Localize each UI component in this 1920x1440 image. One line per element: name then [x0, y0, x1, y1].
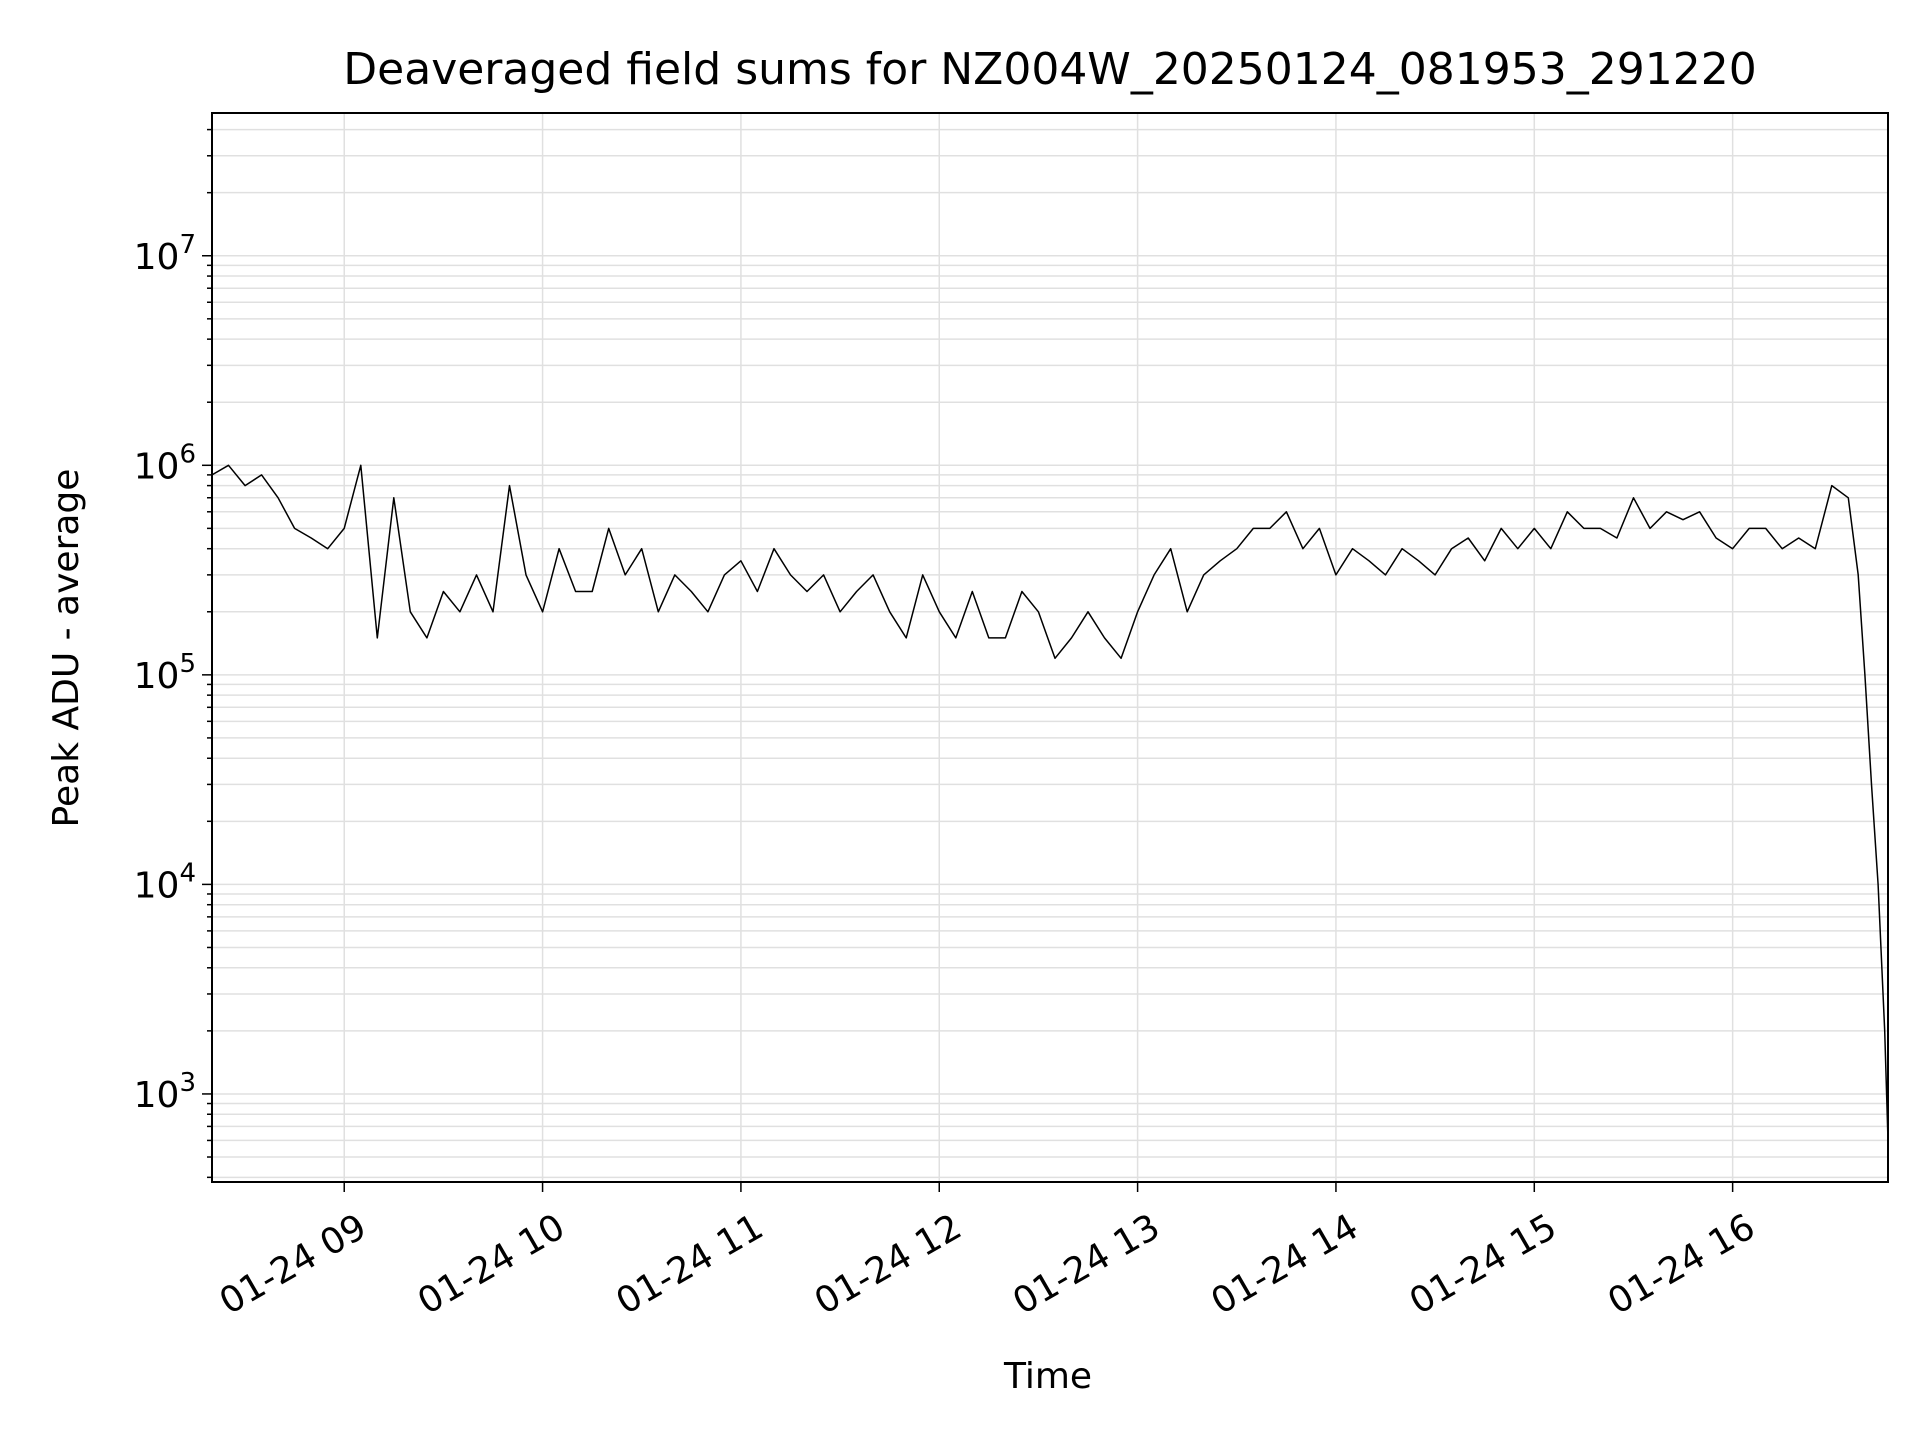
series-line-layer — [211, 464, 1889, 1141]
x-tick-label: 01-24 14 — [1205, 1206, 1366, 1322]
grid-lines — [212, 113, 1888, 1182]
y-tick-label: 104 — [134, 858, 196, 906]
y-tick-label: 103 — [134, 1068, 196, 1116]
series-line — [211, 464, 1889, 1141]
y-tick-label: 107 — [134, 230, 196, 278]
x-tick-label: 01-24 12 — [808, 1206, 969, 1322]
y-tick-label: 105 — [134, 649, 196, 697]
plot-frame — [211, 112, 1889, 1183]
x-tick-label: 01-24 10 — [411, 1206, 572, 1322]
y-axis: 103 104 105 106 107 — [134, 128, 212, 1179]
chart-title: Deaveraged field sums for NZ004W_2025012… — [343, 44, 1756, 95]
x-tick-label: 01-24 16 — [1601, 1206, 1762, 1322]
x-axis-label: Time — [1003, 1356, 1092, 1397]
x-tick-label: 01-24 09 — [213, 1206, 374, 1322]
x-axis: 01-24 09 01-24 10 01-24 11 01-24 12 01-24 13… — [213, 1182, 1762, 1323]
x-tick-label: 01-24 15 — [1403, 1206, 1564, 1322]
y-tick-label: 106 — [134, 439, 196, 487]
y-axis-label: Peak ADU - average — [46, 469, 87, 828]
x-tick-label: 01-24 13 — [1006, 1206, 1167, 1322]
x-tick-label: 01-24 11 — [610, 1206, 771, 1322]
